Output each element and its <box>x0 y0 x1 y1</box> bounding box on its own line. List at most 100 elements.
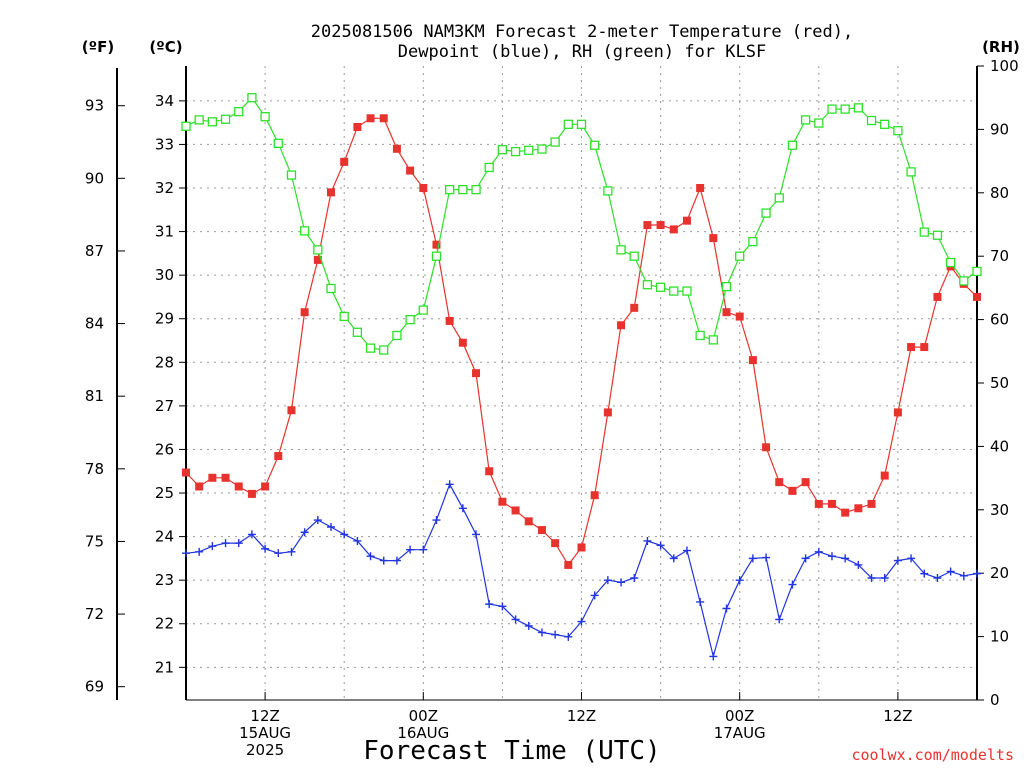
rh-point <box>484 162 494 173</box>
dewpoint-point <box>603 576 612 585</box>
celsius-unit-label: (ºC) <box>149 38 182 56</box>
rh-point <box>379 345 389 355</box>
dewpoint-point <box>682 546 691 555</box>
x-tick-label: 00Z <box>409 707 438 725</box>
rh-point <box>418 305 428 315</box>
dewpoint-point <box>564 632 573 641</box>
rh-point <box>906 167 916 177</box>
rh-point <box>405 314 415 325</box>
x-tick-label: 2025 <box>246 741 284 759</box>
rh-point <box>695 330 705 341</box>
temperature-point <box>814 499 823 508</box>
series-layer <box>181 93 982 661</box>
rh-point <box>603 186 613 196</box>
dewpoint-point <box>300 528 309 537</box>
credit-text: coolwx.com/modelts <box>851 746 1014 764</box>
celsius-tick-label: 26 <box>155 440 174 458</box>
rh-point <box>458 184 468 195</box>
dewpoint-point <box>907 554 916 563</box>
fahrenheit-tick-label: 90 <box>85 169 104 187</box>
series-rh <box>181 93 982 355</box>
rh-point <box>590 140 600 150</box>
rh-point <box>392 330 402 341</box>
rh-point <box>207 117 218 127</box>
temperature-point <box>656 221 665 230</box>
rh-point <box>352 327 363 337</box>
temperature-point <box>564 560 573 569</box>
x-tick-label: 12Z <box>883 707 912 725</box>
temperature-point <box>682 216 691 225</box>
dewpoint-point <box>827 552 836 561</box>
celsius-tick-label: 25 <box>155 484 174 502</box>
fahrenheit-unit-label: (ºF) <box>82 38 114 56</box>
dewpoint-point <box>379 556 388 565</box>
dewpoint-point <box>221 539 230 548</box>
dewpoint-point <box>696 597 705 606</box>
dewpoint-point <box>261 544 270 553</box>
rh-point <box>510 146 521 157</box>
fahrenheit-tick-label: 72 <box>85 605 104 623</box>
temperature-point <box>300 308 309 317</box>
temperature-point <box>379 114 388 123</box>
rh-point <box>682 286 692 296</box>
temperature-point <box>182 468 190 477</box>
series-dewpoint <box>182 480 981 661</box>
series-temperature <box>182 114 981 569</box>
temperature-point <box>472 369 481 378</box>
rh-point <box>629 251 639 261</box>
celsius-tick-label: 33 <box>155 135 174 153</box>
chart-title-line-2: Dewpoint (blue), RH (green) for KLSF <box>398 42 766 62</box>
temperature-point <box>445 316 454 325</box>
temperature-point <box>603 408 612 417</box>
rh-tick-label: 30 <box>990 501 1009 519</box>
rh-point <box>576 119 587 129</box>
dewpoint-point <box>247 530 256 539</box>
rh-point <box>827 104 837 114</box>
dewpoint-point <box>669 554 678 563</box>
dewpoint-point <box>458 504 467 513</box>
temperature-point <box>498 497 507 506</box>
temperature-point <box>827 499 836 508</box>
temperature-point <box>287 406 296 415</box>
x-axis-title: Forecast Time (UTC) <box>363 736 660 766</box>
temperature-point <box>485 467 494 476</box>
dewpoint-point <box>234 539 243 548</box>
dewpoint-point <box>472 530 481 539</box>
celsius-tick-label: 21 <box>155 658 174 676</box>
rh-point <box>431 251 442 261</box>
temperature-point <box>788 486 797 495</box>
dewpoint-point <box>182 549 190 558</box>
fahrenheit-tick-label: 87 <box>85 242 104 260</box>
rh-tick-label: 50 <box>990 374 1009 392</box>
temperature-point <box>801 478 810 487</box>
rh-point <box>181 121 191 131</box>
fahrenheit-tick-label: 78 <box>85 460 104 478</box>
dewpoint-point <box>590 591 599 600</box>
temperature-point <box>577 543 586 552</box>
celsius-tick-label: 34 <box>155 92 174 110</box>
rh-point <box>866 115 877 126</box>
dewpoint-point <box>392 556 401 565</box>
temperature-point <box>313 255 322 264</box>
dewpoint-point <box>432 516 441 525</box>
dewpoint-point <box>643 536 652 545</box>
temperature-point <box>537 526 546 535</box>
rh-point <box>220 114 231 124</box>
temperature-point <box>274 451 283 460</box>
temperature-point <box>247 489 256 498</box>
rh-point <box>853 103 863 113</box>
x-tick-label: 12Z <box>250 707 279 725</box>
x-tick-label: 17AUG <box>714 724 766 742</box>
rh-unit-label: (RH) <box>982 38 1020 56</box>
rh-tick-label: 10 <box>990 628 1009 646</box>
rh-point <box>273 138 283 148</box>
temperature-point <box>933 292 942 301</box>
rh-point <box>642 280 653 290</box>
rh-point <box>919 227 929 237</box>
temperature-point <box>392 144 401 153</box>
rh-point <box>313 245 323 255</box>
temperature-point <box>234 482 243 491</box>
rh-point <box>945 257 956 268</box>
dewpoint-point <box>511 615 520 624</box>
rh-point <box>708 335 718 345</box>
